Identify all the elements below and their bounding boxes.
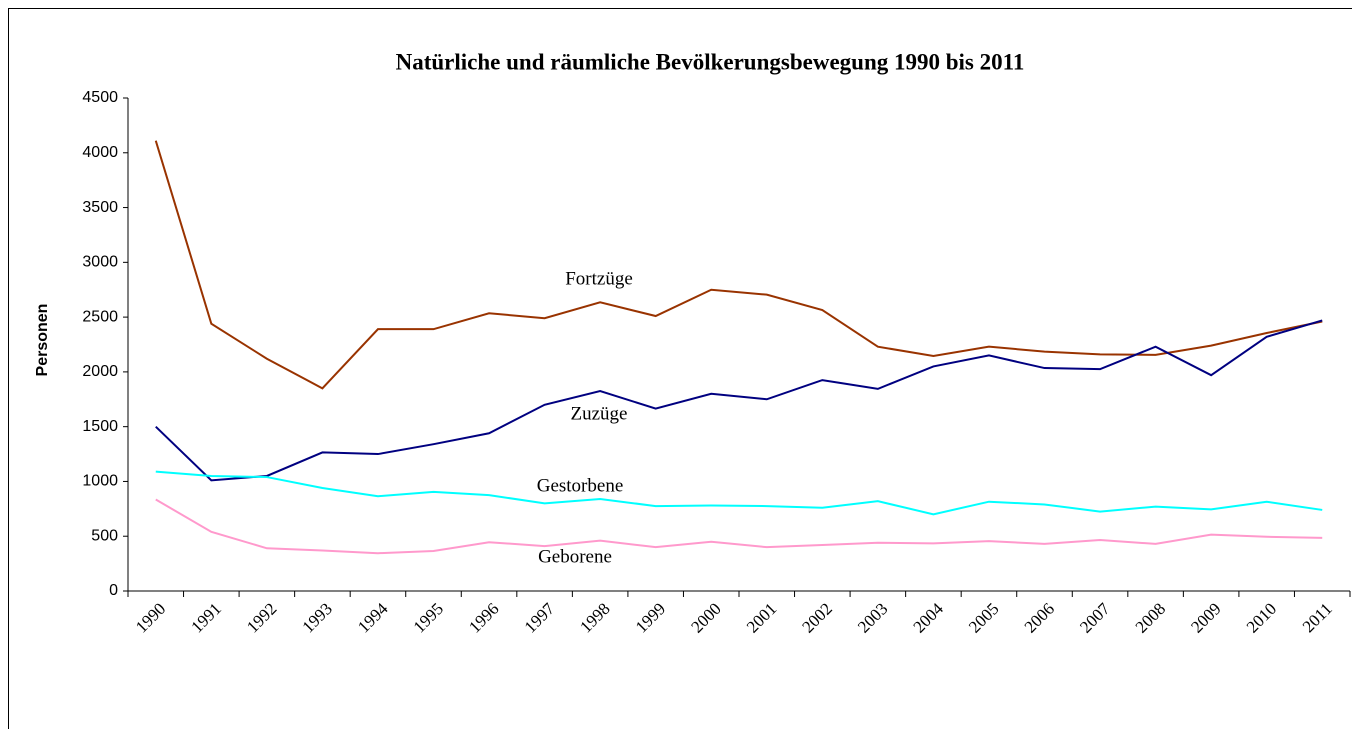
y-tick-label: 3500 — [82, 199, 118, 216]
x-tick-label: 2007 — [1076, 599, 1114, 637]
series-label: Geborene — [538, 546, 612, 567]
x-tick-label: 1992 — [243, 599, 280, 636]
y-tick-label: 2500 — [82, 308, 118, 325]
series-label: Fortzüge — [565, 268, 633, 289]
series-label: Gestorbene — [537, 475, 624, 496]
x-tick-label: 1991 — [187, 599, 224, 636]
series-line — [155, 498, 1323, 555]
y-tick-label: 2000 — [82, 363, 118, 380]
series-line — [155, 319, 1323, 482]
x-tick-label: 2010 — [1243, 599, 1280, 636]
x-tick-label: 2006 — [1021, 599, 1058, 636]
y-tick-label: 0 — [109, 582, 118, 599]
y-tick-label: 1000 — [82, 473, 118, 490]
x-tick-label: 2002 — [798, 599, 835, 636]
x-tick-label: 1990 — [132, 599, 169, 636]
x-tick-label: 1999 — [632, 599, 669, 636]
x-tick-label: 2008 — [1132, 599, 1169, 636]
chart-title: Natürliche und räumliche Bevölkerungsbew… — [396, 49, 1025, 74]
x-tick-label: 2001 — [743, 599, 780, 636]
chart-frame — [8, 8, 1352, 729]
y-tick-label: 4500 — [82, 89, 118, 106]
x-tick-label: 1996 — [465, 599, 502, 636]
x-tick-label: 2000 — [687, 599, 724, 636]
y-axis-label: Personen — [34, 304, 51, 377]
y-tick-label: 4000 — [82, 144, 118, 161]
y-tick-label: 1500 — [82, 418, 118, 435]
x-tick-label: 1995 — [410, 599, 447, 636]
y-tick-label: 3000 — [82, 254, 118, 271]
x-tick-label: 2005 — [965, 599, 1002, 636]
x-tick-label: 2004 — [910, 599, 948, 637]
x-tick-label: 2003 — [854, 599, 891, 636]
x-tick-label: 1993 — [299, 599, 336, 636]
x-tick-label: 2011 — [1299, 599, 1336, 636]
y-tick-label: 500 — [91, 527, 118, 544]
x-tick-label: 1994 — [354, 599, 392, 637]
series-label: Zuzüge — [571, 403, 628, 424]
x-tick-label: 2009 — [1187, 599, 1224, 636]
series-line — [155, 470, 1323, 516]
series-line — [154, 140, 1323, 390]
x-tick-label: 1998 — [576, 599, 613, 636]
x-tick-label: 1997 — [521, 599, 559, 637]
